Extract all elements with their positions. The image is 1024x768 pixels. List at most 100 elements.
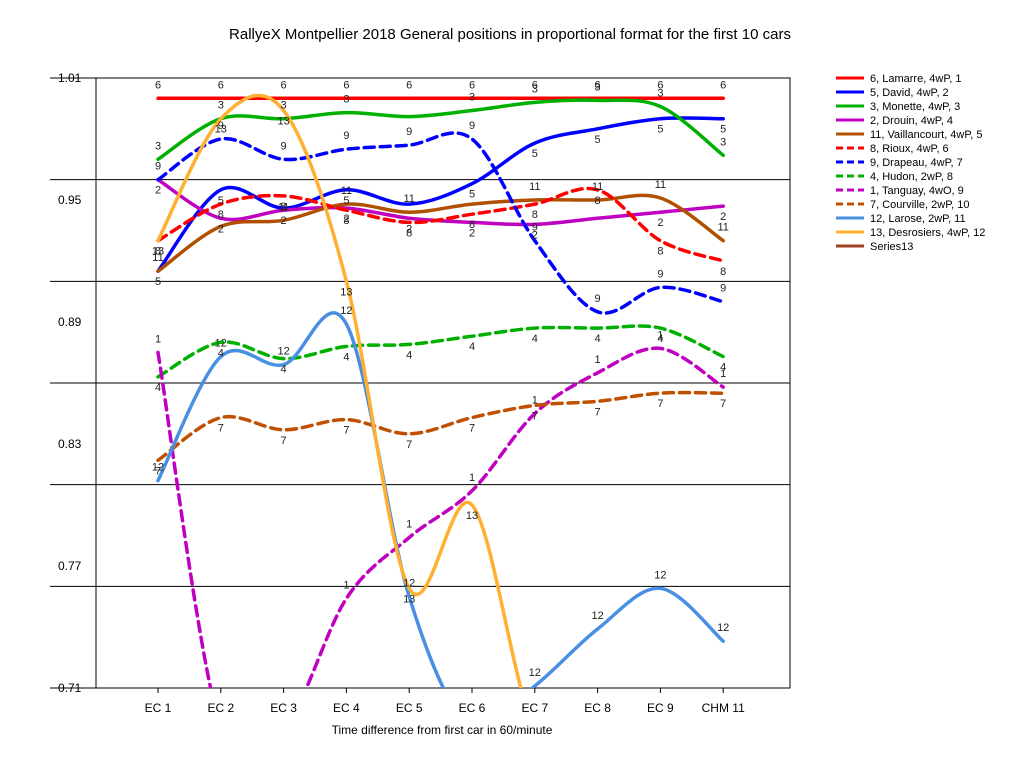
- legend-label: 7, Courville, 2wP, 10: [870, 199, 969, 211]
- series-line-5: [156, 186, 725, 263]
- data-label: 4: [595, 333, 601, 345]
- data-label: 12: [654, 569, 666, 581]
- data-label: 1: [595, 354, 601, 366]
- chart-title: RallyeX Montpellier 2018 General positio…: [229, 26, 791, 43]
- data-label: 8: [406, 227, 412, 239]
- data-label: 12: [340, 305, 352, 317]
- data-label: 5: [532, 148, 538, 160]
- data-label: 8: [532, 209, 538, 221]
- data-label: 2: [343, 213, 349, 225]
- data-label: 9: [657, 268, 663, 280]
- data-label: 1: [720, 368, 726, 380]
- y-tick-label: 0.95: [58, 193, 82, 207]
- data-label: 9: [218, 120, 224, 132]
- data-label: 4: [469, 341, 475, 353]
- data-label: 11: [592, 181, 603, 193]
- data-label: 9: [720, 283, 726, 295]
- data-label: 8: [657, 246, 663, 258]
- data-label: 7: [657, 398, 663, 410]
- data-label: 5: [595, 134, 601, 146]
- data-label: 2: [469, 227, 475, 239]
- data-label: 5: [469, 189, 475, 201]
- data-label: 6: [281, 79, 287, 91]
- data-label: 9: [469, 120, 475, 132]
- data-label: 7: [155, 465, 161, 477]
- data-label: 7: [720, 398, 726, 410]
- series-line-1: [156, 116, 725, 273]
- data-label: 2: [657, 217, 663, 229]
- data-label: 12: [215, 338, 227, 350]
- data-label: 11: [403, 193, 414, 205]
- x-tick-label: EC 2: [207, 701, 234, 715]
- data-label: 1: [155, 334, 161, 346]
- data-label: 11: [655, 179, 666, 191]
- data-label: 2: [155, 185, 161, 197]
- legend-label: 12, Larose, 2wP, 11: [870, 213, 966, 225]
- series-line-11: [156, 93, 523, 688]
- data-label: 11: [529, 181, 540, 193]
- data-label: 4: [155, 382, 161, 394]
- data-label: 5: [343, 195, 349, 207]
- data-label: 3: [595, 81, 601, 93]
- data-label: 9: [406, 126, 412, 138]
- data-label: 1: [469, 472, 475, 484]
- data-label: 7: [406, 439, 412, 451]
- data-label: 2: [281, 215, 287, 227]
- y-tick-label: 0.71: [58, 681, 82, 695]
- data-label: 7: [218, 423, 224, 435]
- series-line-6: [156, 131, 725, 315]
- data-label: 6: [406, 79, 412, 91]
- x-axis-label: Time difference from first car in 60/min…: [332, 723, 553, 737]
- data-label: 9: [281, 140, 287, 152]
- data-label: 8: [155, 246, 161, 258]
- data-label: 6: [469, 79, 475, 91]
- data-label: 4: [281, 364, 287, 376]
- x-tick-label: EC 6: [459, 701, 486, 715]
- data-label: 13: [340, 286, 352, 298]
- data-label: 13: [403, 593, 415, 605]
- x-tick-label: EC 5: [396, 701, 423, 715]
- data-label: 11: [341, 185, 352, 197]
- data-label: 9: [155, 161, 161, 173]
- data-label: 13: [152, 246, 164, 258]
- gridlines: [50, 77, 790, 689]
- x-tick-label: EC 9: [647, 701, 674, 715]
- x-tick-label: EC 7: [521, 701, 548, 715]
- data-label: 7: [281, 435, 287, 447]
- data-label: 4: [218, 347, 224, 359]
- legend-label: 9, Drapeau, 4wP, 7: [870, 157, 963, 169]
- legend-label: Series13: [870, 241, 913, 253]
- data-label: 8: [343, 215, 349, 227]
- series-line-10: [156, 311, 725, 688]
- legend-label: 5, David, 4wP, 2: [870, 87, 949, 99]
- data-label: 1: [406, 519, 412, 531]
- data-label: 5: [657, 124, 663, 136]
- data-label: 9: [343, 130, 349, 142]
- x-tick-label: EC 1: [145, 701, 172, 715]
- data-label: 4: [657, 333, 663, 345]
- legend-label: 8, Rioux, 4wP, 6: [870, 143, 949, 155]
- data-label: 5: [720, 124, 726, 136]
- data-label: 7: [532, 410, 538, 422]
- data-label: 1: [343, 580, 349, 592]
- data-label: 11: [717, 222, 728, 234]
- data-label: 11: [278, 201, 289, 213]
- legend-label: 11, Vaillancourt, 4wP, 5: [870, 129, 983, 141]
- data-label: 1: [657, 329, 663, 341]
- data-label: 3: [343, 94, 349, 106]
- data-label: 12: [277, 346, 289, 358]
- data-label: 13: [277, 116, 289, 128]
- data-label: 5: [155, 276, 161, 288]
- x-axis-ticks: EC 1 EC 2 EC 3 EC 4 EC 5 EC 6 EC 7 EC 8 EC 9 CHM …: [145, 688, 745, 715]
- y-tick-label: 0.83: [58, 437, 82, 451]
- data-label: 8: [595, 195, 601, 207]
- data-label: 1: [532, 395, 538, 407]
- series-line-9: [156, 390, 725, 463]
- data-label: 12: [403, 578, 415, 590]
- data-label: 8: [469, 219, 475, 231]
- data-label: 2: [720, 211, 726, 223]
- series-line-4: [156, 193, 725, 273]
- data-label: 3: [720, 136, 726, 148]
